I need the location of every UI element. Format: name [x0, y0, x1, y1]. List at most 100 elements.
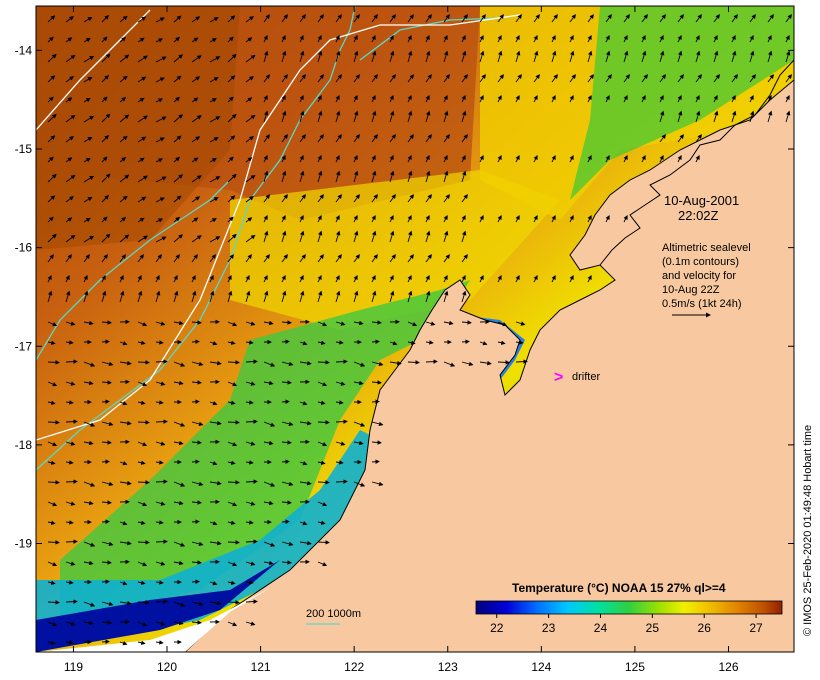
velocity-arrow-icon: [335, 110, 341, 123]
velocity-arrow-icon: [83, 541, 96, 547]
velocity-arrow-icon: [281, 519, 290, 524]
velocity-arrow-icon: [227, 135, 236, 143]
velocity-arrow-icon: [353, 421, 366, 427]
velocity-arrow-icon: [173, 114, 183, 123]
velocity-arrow-icon: [551, 95, 556, 103]
velocity-arrow-icon: [209, 540, 222, 546]
velocity-arrow-icon: [371, 110, 377, 123]
velocity-arrow-icon: [65, 501, 76, 506]
velocity-arrow-icon: [209, 290, 215, 303]
velocity-arrow-icon: [317, 290, 323, 303]
velocity-arrow-icon: [137, 290, 143, 303]
velocity-arrow-icon: [263, 230, 269, 243]
velocity-arrow-icon: [245, 97, 253, 103]
velocity-arrow-icon: [245, 561, 256, 566]
velocity-arrow-icon: [317, 441, 328, 447]
velocity-arrow-icon: [335, 74, 342, 83]
velocity-arrow-icon: [47, 580, 56, 585]
velocity-arrow-icon: [209, 137, 219, 143]
velocity-arrow-icon: [569, 50, 575, 63]
drifter-label: drifter: [572, 371, 600, 383]
velocity-arrows: [47, 14, 792, 646]
velocity-arrow-icon: [263, 95, 268, 103]
velocity-arrow-icon: [263, 560, 274, 566]
cool-coastal-band: [36, 430, 380, 652]
velocity-arrow-icon: [47, 340, 56, 345]
velocity-arrow-icon: [587, 155, 592, 163]
velocity-arrow-icon: [209, 176, 221, 183]
velocity-arrow-icon: [407, 321, 418, 327]
velocity-arrow-icon: [317, 400, 326, 405]
velocity-arrow-icon: [353, 95, 358, 103]
velocity-arrow-icon: [461, 361, 474, 367]
velocity-arrow-icon: [353, 290, 359, 303]
velocity-arrow-icon: [47, 135, 56, 143]
velocity-arrow-icon: [263, 254, 270, 263]
velocity-arrow-icon: [191, 175, 202, 183]
velocity-arrow-icon: [191, 290, 197, 303]
velocity-arrow-icon: [479, 155, 484, 163]
velocity-arrow-icon: [101, 74, 110, 83]
velocity-arrow-icon: [101, 361, 114, 367]
velocity-arrow-icon: [299, 50, 305, 63]
velocity-arrow-icon: [407, 340, 416, 345]
velocity-arrow-icon: [101, 194, 110, 203]
velocity-arrow-icon: [65, 460, 74, 465]
velocity-arrow-icon: [425, 321, 436, 326]
velocity-arrow-icon: [173, 380, 184, 386]
velocity-arrow-icon: [389, 134, 396, 143]
depth-legend: 200 1000m: [306, 608, 361, 625]
velocity-arrow-icon: [443, 74, 450, 83]
velocity-arrow-icon: [389, 290, 395, 303]
velocity-arrow-icon: [191, 275, 196, 283]
velocity-arrow-icon: [263, 35, 268, 43]
velocity-arrow-icon: [317, 215, 322, 223]
velocity-arrow-icon: [407, 194, 414, 203]
velocity-arrow-icon: [317, 520, 326, 525]
velocity-arrow-icon: [47, 381, 58, 387]
velocity-arrow-icon: [227, 195, 236, 203]
velocity-arrow-icon: [101, 254, 108, 263]
velocity-arrow-icon: [65, 381, 76, 386]
velocity-arrow-icon: [245, 359, 258, 364]
velocity-arrow-icon: [299, 360, 312, 366]
velocity-arrow-icon: [731, 74, 738, 83]
velocity-arrow-icon: [623, 14, 630, 23]
velocity-arrow-icon: [155, 621, 166, 626]
velocity-arrow-icon: [65, 76, 74, 83]
velocity-arrow-icon: [191, 421, 204, 427]
velocity-arrow-icon: [317, 134, 324, 143]
velocity-arrow-icon: [425, 14, 432, 23]
velocity-arrow-icon: [155, 197, 165, 203]
velocity-arrow-icon: [47, 15, 56, 23]
velocity-arrow-icon: [83, 157, 91, 163]
velocity-arrow-icon: [173, 620, 184, 626]
velocity-arrow-icon: [65, 114, 76, 123]
velocity-arrow-icon: [47, 233, 57, 243]
x-tick-label: 124: [531, 660, 551, 674]
velocity-arrow-icon: [173, 174, 183, 183]
velocity-arrow-icon: [497, 275, 502, 283]
velocity-arrow-icon: [65, 54, 76, 63]
velocity-arrow-icon: [407, 74, 414, 83]
velocity-arrow-icon: [83, 76, 93, 83]
velocity-arrow-icon: [299, 340, 308, 346]
velocity-arrow-icon: [83, 254, 90, 263]
velocity-arrow-icon: [173, 500, 184, 506]
velocity-arrow-icon: [263, 361, 276, 367]
velocity-arrow-icon: [461, 215, 466, 223]
velocity-arrow-icon: [227, 15, 236, 23]
velocity-arrow-icon: [281, 290, 287, 303]
velocity-arrow-icon: [227, 400, 236, 405]
velocity-arrow-icon: [353, 254, 360, 263]
velocity-arrow-icon: [785, 74, 792, 83]
velocity-arrow-icon: [299, 170, 305, 183]
velocity-arrow-icon: [173, 36, 180, 43]
velocity-arrow-icon: [47, 520, 56, 525]
velocity-arrow-icon: [155, 441, 166, 446]
velocity-arrow-icon: [587, 50, 593, 63]
velocity-arrow-icon: [407, 215, 412, 223]
velocity-arrow-icon: [119, 290, 125, 303]
velocity-arrow-icon: [137, 420, 150, 425]
